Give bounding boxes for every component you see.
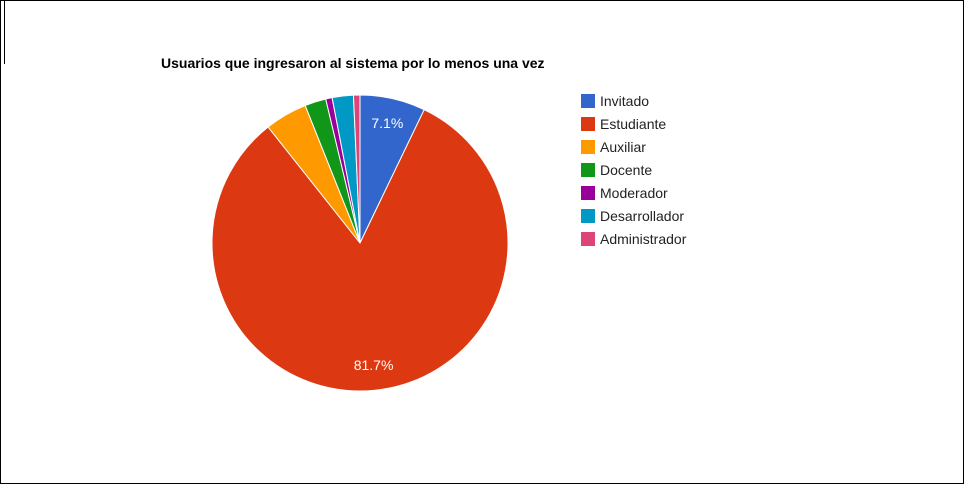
legend-label: Invitado [600, 93, 649, 109]
legend-item-estudiante[interactable]: Estudiante [581, 116, 666, 132]
chart-legend: Invitado Estudiante Auxiliar Docente Moderad… [581, 93, 687, 247]
legend-swatch [581, 232, 595, 246]
legend-item-docente[interactable]: Docente [581, 162, 652, 178]
legend-item-administrador[interactable]: Administrador [581, 231, 687, 247]
legend-label: Administrador [600, 231, 687, 247]
chart-title: Usuarios que ingresaron al sistema por l… [161, 55, 545, 71]
legend-swatch [581, 140, 595, 154]
legend-swatch [581, 163, 595, 177]
legend-label: Auxiliar [600, 139, 646, 155]
legend-label: Estudiante [600, 116, 666, 132]
slice-label-invitado: 7.1% [371, 115, 403, 131]
legend-label: Docente [600, 162, 652, 178]
pie-slice-estudiante[interactable] [211, 108, 509, 392]
pie-slice-administrador[interactable] [352, 94, 361, 244]
legend-item-auxiliar[interactable]: Auxiliar [581, 139, 646, 155]
pie-slices [211, 94, 509, 392]
legend-label: Desarrollador [600, 208, 684, 224]
legend-swatch [581, 186, 595, 200]
legend-swatch [581, 117, 595, 131]
legend-item-invitado[interactable]: Invitado [581, 93, 649, 109]
frame-edge [0, 0, 5, 64]
slice-label-estudiante: 81.7% [354, 357, 394, 373]
legend-swatch [581, 209, 595, 223]
legend-item-moderador[interactable]: Moderador [581, 185, 668, 201]
legend-label: Moderador [600, 185, 668, 201]
pie-slice-labels: 7.1% 81.7% [354, 115, 404, 373]
legend-swatch [581, 94, 595, 108]
legend-item-desarrollador[interactable]: Desarrollador [581, 208, 684, 224]
